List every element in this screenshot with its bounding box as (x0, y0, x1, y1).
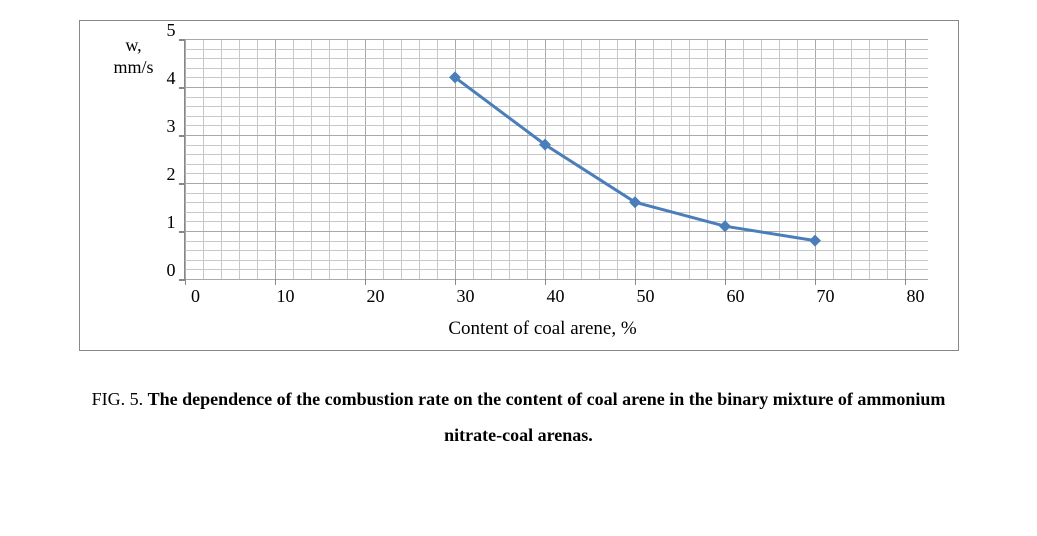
y-tick-mark (179, 231, 185, 233)
y-tick-mark (179, 87, 185, 89)
x-tick-mark (365, 279, 367, 285)
x-tick: 40 (547, 286, 565, 307)
x-tick: 10 (277, 286, 295, 307)
x-tick-mark (185, 279, 187, 285)
y-axis-title-line1: w, (125, 35, 141, 55)
x-tick: 70 (817, 286, 835, 307)
series-line (455, 77, 815, 240)
grid-vline (905, 39, 906, 279)
figure-text-line2: nitrate-coal arenas. (444, 425, 593, 445)
plot-column: 543210 0 10 20 30 40 50 60 70 80 Content of coal… (158, 39, 928, 340)
figure-label: FIG. 5. (92, 389, 144, 409)
x-tick-mark (635, 279, 637, 285)
x-tick-mark (545, 279, 547, 285)
y-tick-mark (179, 183, 185, 185)
x-tick-mark (815, 279, 817, 285)
plot-area (184, 39, 928, 280)
x-tick-mark (905, 279, 907, 285)
plot-row: 543210 (158, 39, 928, 280)
series-marker (719, 220, 731, 232)
x-tick: 30 (457, 286, 475, 307)
chart-container: w, mm/s 543210 0 10 20 30 40 50 60 70 80 Content… (79, 20, 959, 351)
y-tick-mark (179, 135, 185, 137)
figure-text-line1: The dependence of the combustion rate on… (148, 389, 946, 409)
x-tick: 0 (191, 286, 200, 307)
x-tick: 80 (907, 286, 925, 307)
figure-caption: FIG. 5. The dependence of the combustion… (79, 381, 959, 453)
y-axis-title-line2: mm/s (113, 57, 153, 77)
series-marker (809, 235, 821, 247)
y-tick-mark (179, 39, 185, 41)
y-axis-title: w, mm/s (110, 35, 158, 78)
chart-inner: w, mm/s 543210 01020304050607080 Content… (110, 39, 928, 340)
x-tick: 60 (727, 286, 745, 307)
x-axis-ticks: 01020304050607080 (196, 286, 916, 308)
x-tick: 50 (637, 286, 655, 307)
y-axis-ticks: 543210 (158, 39, 184, 279)
x-tick-mark (275, 279, 277, 285)
x-tick: 20 (367, 286, 385, 307)
x-axis-title: Content of coal arene, % (448, 318, 636, 340)
chart-series (185, 39, 905, 279)
x-tick-mark (455, 279, 457, 285)
x-tick-mark (725, 279, 727, 285)
